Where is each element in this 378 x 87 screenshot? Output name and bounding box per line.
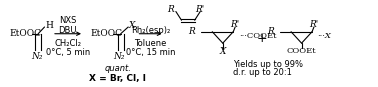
Text: CH₂Cl₂: CH₂Cl₂ bbox=[54, 39, 81, 48]
Text: ···COOEt: ···COOEt bbox=[239, 32, 276, 40]
Text: NXS: NXS bbox=[59, 16, 76, 25]
Text: R: R bbox=[267, 27, 274, 36]
Text: d.r. up to 20:1: d.r. up to 20:1 bbox=[233, 68, 292, 77]
Text: COOEt: COOEt bbox=[287, 47, 316, 55]
Text: N₂: N₂ bbox=[113, 52, 125, 61]
Text: R': R' bbox=[195, 5, 204, 14]
Text: Yields up to 99%: Yields up to 99% bbox=[233, 60, 303, 69]
Text: 0°C, 5 min: 0°C, 5 min bbox=[46, 48, 90, 57]
Text: Rh₂(esp)₂: Rh₂(esp)₂ bbox=[131, 26, 170, 35]
Text: +: + bbox=[257, 32, 268, 45]
Text: X: X bbox=[220, 47, 226, 56]
Text: R': R' bbox=[309, 20, 319, 29]
Text: ···X: ···X bbox=[318, 32, 332, 40]
Text: quant.: quant. bbox=[104, 64, 131, 73]
Text: 0°C, 15 min: 0°C, 15 min bbox=[125, 48, 175, 57]
Text: R: R bbox=[188, 27, 195, 36]
Text: X: X bbox=[129, 21, 135, 30]
Text: R: R bbox=[167, 5, 174, 14]
Text: H: H bbox=[45, 21, 53, 30]
Text: X = Br, Cl, I: X = Br, Cl, I bbox=[89, 74, 146, 83]
Text: N₂: N₂ bbox=[31, 52, 42, 61]
Text: EtOOC: EtOOC bbox=[10, 29, 42, 38]
Text: DBU: DBU bbox=[59, 26, 77, 35]
Text: R': R' bbox=[231, 20, 240, 29]
Text: EtOOC: EtOOC bbox=[91, 29, 123, 38]
Text: Toluene: Toluene bbox=[134, 39, 167, 48]
